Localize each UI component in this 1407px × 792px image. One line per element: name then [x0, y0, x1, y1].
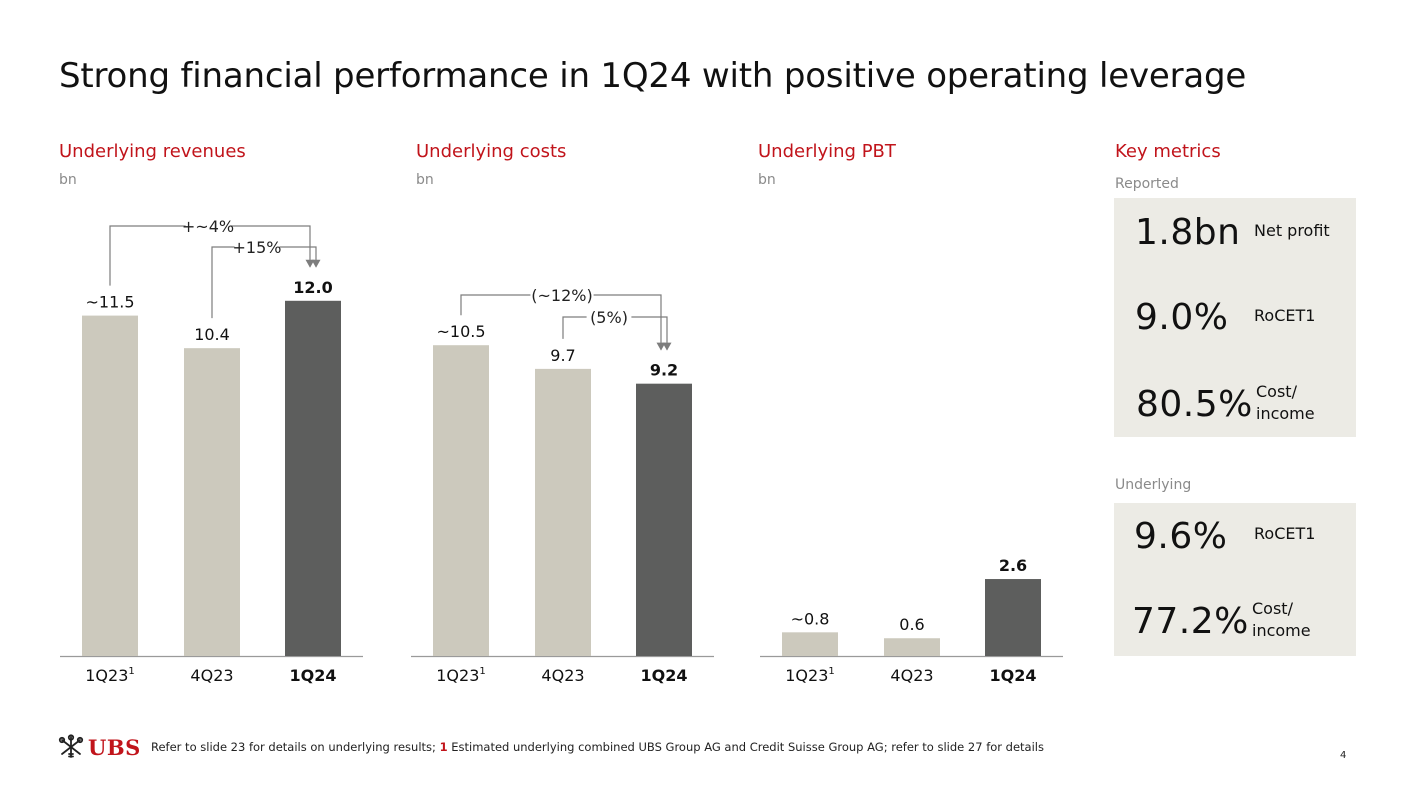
annotation-label: +15% — [233, 238, 282, 257]
category-label: 1Q231 — [436, 666, 486, 685]
bar-1q24 — [636, 383, 692, 656]
pbt-chart-svg: ~0.8 1Q231 0.6 4Q23 2.6 1Q24 — [760, 556, 1063, 685]
costs-chart: ~10.5 1Q231 9.7 4Q23 9.2 1Q24 (~12%) (5%) — [407, 200, 717, 700]
annotation-label: (5%) — [590, 308, 628, 327]
underlying-cost-income-label: Cost/ income — [1252, 598, 1311, 642]
annotation-bracket-left — [109, 225, 186, 286]
annotation-bracket-left — [562, 316, 587, 339]
reported-cost-income-label-line2: income — [1256, 404, 1315, 423]
annotation-label: +~4% — [182, 217, 234, 236]
reported-cost-income-label: Cost/ income — [1256, 381, 1315, 425]
underlying-cost-income-label-line1: Cost/ — [1252, 599, 1293, 618]
net-profit-label: Net profit — [1254, 221, 1330, 240]
underlying-label: Underlying — [1115, 477, 1192, 493]
data-label: 10.4 — [194, 325, 230, 344]
key-metrics-title: Key metrics — [1115, 141, 1221, 162]
underlying-cost-income-value: 77.2% — [1132, 601, 1249, 642]
bar-4q23 — [184, 348, 240, 656]
underlying-cost-income-label-line2: income — [1252, 621, 1311, 640]
reported-rocet1-label: RoCET1 — [1254, 306, 1316, 325]
category-label: 1Q24 — [990, 666, 1037, 685]
costs-chart-svg: ~10.5 1Q231 9.7 4Q23 9.2 1Q24 (~12%) (5%) — [411, 286, 714, 685]
keys-icon — [58, 734, 84, 758]
bar-1q23 — [82, 315, 138, 656]
category-text: 4Q23 — [541, 666, 584, 685]
reported-label: Reported — [1115, 176, 1179, 192]
arrow-head — [662, 342, 672, 351]
category-text: 1Q24 — [990, 666, 1037, 685]
category-label: 4Q23 — [190, 666, 233, 685]
annotation-bracket-left — [460, 294, 531, 316]
annotation-bracket-left — [211, 246, 235, 319]
category-text: 1Q23 — [436, 666, 479, 685]
category-text: 4Q23 — [190, 666, 233, 685]
annotation-bracket-right — [593, 294, 662, 350]
footnote-marker: 1 — [439, 740, 448, 754]
category-text: 1Q23 — [85, 666, 128, 685]
reported-cost-income-value: 80.5% — [1136, 384, 1253, 425]
category-label: 1Q231 — [785, 666, 835, 685]
arrow-head — [656, 342, 666, 351]
reported-metrics-box: 1.8bn Net profit 9.0% RoCET1 80.5% Cost/… — [1114, 198, 1356, 437]
bar-1q24 — [285, 300, 341, 656]
category-text: 1Q23 — [785, 666, 828, 685]
costs-title: Underlying costs — [416, 141, 567, 162]
pbt-title: Underlying PBT — [758, 141, 896, 162]
underlying-metrics-box: 9.6% RoCET1 77.2% Cost/ income — [1114, 503, 1356, 656]
bar-4q23 — [535, 368, 591, 656]
category-label: 1Q24 — [641, 666, 688, 685]
footnote: Refer to slide 23 for details on underly… — [151, 740, 1044, 754]
annotation-bracket-right — [230, 225, 311, 267]
arrow-head — [311, 259, 321, 268]
data-label: ~11.5 — [85, 293, 134, 312]
arrow-head — [305, 259, 315, 268]
page-number: 4 — [1340, 750, 1347, 761]
category-text: 4Q23 — [890, 666, 933, 685]
data-label: 12.0 — [293, 278, 332, 297]
data-label: 0.6 — [899, 615, 924, 634]
footnote-part2: Estimated underlying combined UBS Group … — [447, 740, 1044, 754]
data-label: 2.6 — [999, 556, 1027, 575]
revenues-title: Underlying revenues — [59, 141, 246, 162]
net-profit-value: 1.8bn — [1135, 212, 1241, 253]
bar-1q23 — [782, 632, 838, 656]
data-label: 9.2 — [650, 361, 678, 380]
underlying-rocet1-value: 9.6% — [1134, 516, 1228, 557]
category-text: 1Q24 — [641, 666, 688, 685]
category-superscript: 1 — [828, 666, 834, 677]
revenues-chart: ~11.5 1Q231 10.4 4Q23 12.0 1Q24 +~4% +15% — [56, 200, 366, 700]
bar-1q24 — [985, 579, 1041, 656]
category-superscript: 1 — [128, 666, 134, 677]
bar-1q23 — [433, 345, 489, 656]
data-label: ~10.5 — [436, 322, 485, 341]
category-text: 1Q24 — [290, 666, 337, 685]
annotation-label: (~12%) — [531, 286, 592, 305]
revenues-chart-svg: ~11.5 1Q231 10.4 4Q23 12.0 1Q24 +~4% +15% — [60, 217, 363, 685]
data-label: 9.7 — [550, 346, 575, 365]
category-label: 4Q23 — [541, 666, 584, 685]
revenues-unit: bn — [59, 172, 77, 188]
ubs-logo: UBS — [58, 734, 141, 760]
costs-unit: bn — [416, 172, 434, 188]
category-label: 1Q24 — [290, 666, 337, 685]
page-title: Strong financial performance in 1Q24 wit… — [59, 56, 1247, 96]
bar-4q23 — [884, 638, 940, 656]
pbt-unit: bn — [758, 172, 776, 188]
annotation-bracket-right — [631, 316, 668, 350]
data-label: ~0.8 — [791, 609, 830, 628]
reported-cost-income-label-line1: Cost/ — [1256, 382, 1297, 401]
footnote-part1: Refer to slide 23 for details on underly… — [151, 740, 440, 754]
ubs-brand-text: UBS — [88, 734, 141, 760]
category-label: 1Q231 — [85, 666, 135, 685]
reported-rocet1-value: 9.0% — [1135, 297, 1229, 338]
category-label: 4Q23 — [890, 666, 933, 685]
underlying-rocet1-label: RoCET1 — [1254, 524, 1316, 543]
category-superscript: 1 — [479, 666, 485, 677]
pbt-chart: ~0.8 1Q231 0.6 4Q23 2.6 1Q24 — [756, 200, 1066, 700]
